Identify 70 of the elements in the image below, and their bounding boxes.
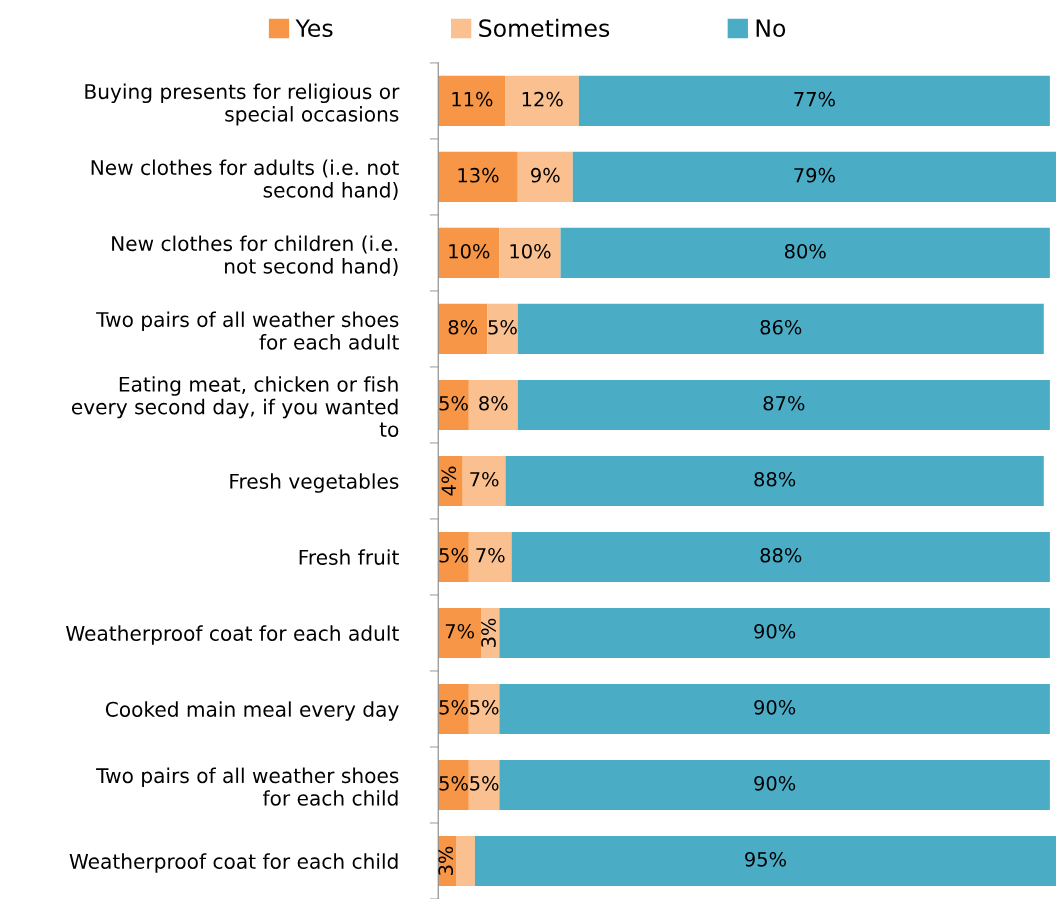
y-tick-label: Eating meat, chicken or fish every second day, if you wanted to (71, 376, 399, 437)
bar (505, 455, 1044, 507)
bar (438, 151, 518, 203)
data-label: 12% (522, 91, 563, 107)
bar (505, 75, 579, 127)
data-label: 8% (479, 395, 508, 411)
bar (517, 303, 1044, 355)
data-label: 90% (754, 623, 796, 639)
data-label: 7% (470, 471, 499, 487)
data-label: 79% (794, 167, 835, 183)
legend-label: Yes (295, 19, 333, 38)
data-label: 87% (763, 395, 805, 411)
data-label: 95% (745, 851, 787, 867)
bar (499, 759, 1050, 811)
y-tick-label: Two pairs of all weather shoes for each adult (96, 311, 399, 350)
bar (462, 455, 506, 507)
bar (438, 303, 488, 355)
bar (438, 227, 500, 279)
y-tick-label: Cooked main meal every day (105, 701, 399, 721)
bar (468, 531, 512, 583)
bar (438, 75, 506, 127)
bar (572, 151, 1056, 203)
data-label: 90% (754, 775, 796, 791)
data-label: 11% (452, 91, 493, 107)
data-label: 5% (488, 319, 517, 335)
bar (487, 303, 518, 355)
y-tick-label: New clothes for children (i.e. not second hand) (112, 235, 398, 277)
data-label: 10% (510, 243, 551, 259)
data-label: 7% (445, 623, 474, 639)
data-label: 80% (784, 243, 826, 259)
data-label: 9% (531, 167, 560, 183)
y-tick-label: Weatherproof coat for each adult (66, 625, 399, 645)
bar (499, 683, 1050, 735)
y-tick-label: New clothes for adults (i.e. not second hand) (91, 159, 399, 201)
bar (517, 151, 573, 203)
bar (511, 531, 1050, 583)
bar (560, 227, 1050, 279)
y-tick-label: Weatherproof coat for each child (69, 853, 398, 873)
y-tick-label: Fresh vegetables (230, 473, 399, 493)
data-label: 5% (439, 775, 468, 791)
data-label: 5% (439, 547, 468, 563)
data-label: 3% (481, 618, 496, 647)
data-label: 77% (794, 91, 835, 107)
data-label: 86% (760, 319, 802, 335)
bar (438, 607, 482, 659)
bar (578, 75, 1050, 127)
data-label: 90% (754, 699, 796, 715)
data-label: 5% (470, 699, 499, 715)
bar (499, 227, 561, 279)
data-label: 4% (441, 466, 457, 496)
y-tick-label: Buying presents for religious or special occasions (85, 83, 400, 126)
data-label: 88% (754, 471, 796, 487)
data-label: 5% (439, 395, 468, 411)
y-tick-label: Two pairs of all weather shoes for each child (96, 767, 399, 806)
bar (474, 835, 1056, 887)
bar (517, 379, 1050, 431)
data-label: 5% (439, 699, 468, 715)
data-label: 7% (476, 547, 505, 563)
data-label: 10% (449, 243, 490, 259)
bar (456, 835, 475, 887)
data-label: 88% (760, 547, 802, 563)
y-tick-label: Fresh fruit (299, 549, 399, 565)
legend-label: No (756, 19, 786, 38)
data-label: 13% (458, 167, 499, 183)
bar (468, 379, 518, 431)
data-label: 3% (438, 846, 454, 875)
data-label: 5% (470, 775, 499, 791)
legend-label: Sometimes (479, 18, 610, 38)
data-label: 8% (448, 319, 478, 335)
bar (499, 607, 1050, 659)
